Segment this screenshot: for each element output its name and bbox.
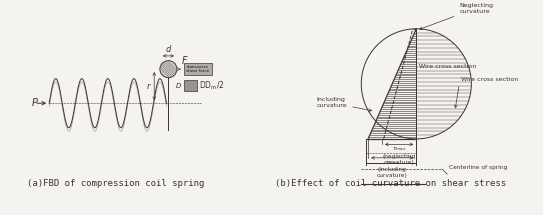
- Text: Centerline of spring: Centerline of spring: [449, 165, 507, 170]
- Text: $\mathregular{DD_m/2}$: $\mathregular{DD_m/2}$: [199, 80, 224, 92]
- Text: Neglecting
curvature: Neglecting curvature: [420, 3, 493, 30]
- Text: d: d: [166, 45, 171, 54]
- Text: (a)FBD of compression coil spring: (a)FBD of compression coil spring: [27, 179, 204, 188]
- Text: $\tau_{max}$
(neglecting
curvature): $\tau_{max}$ (neglecting curvature): [382, 145, 416, 165]
- Text: F: F: [182, 56, 187, 66]
- Text: Wire cross section: Wire cross section: [419, 64, 477, 69]
- Text: (b)Effect of coil curvature on shear stress: (b)Effect of coil curvature on shear str…: [275, 179, 506, 188]
- Text: $\tau_{max}$
(including
curvature): $\tau_{max}$ (including curvature): [377, 159, 408, 178]
- FancyBboxPatch shape: [185, 80, 197, 91]
- Text: r: r: [147, 82, 150, 91]
- Text: Including
curvature: Including curvature: [317, 97, 371, 112]
- Circle shape: [160, 61, 177, 78]
- Text: P: P: [31, 98, 37, 108]
- Text: D: D: [176, 83, 182, 89]
- Text: transverse
shear force: transverse shear force: [186, 65, 209, 74]
- Text: Wire cross section: Wire cross section: [461, 77, 518, 82]
- FancyBboxPatch shape: [184, 63, 212, 75]
